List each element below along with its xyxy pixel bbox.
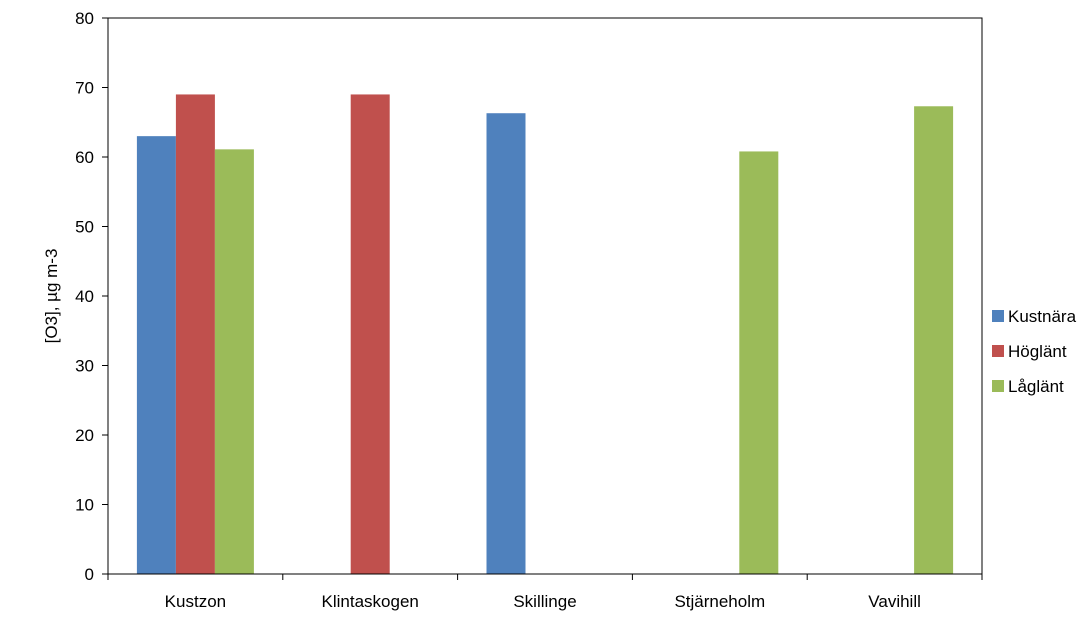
y-axis-title: [O3], µg m-3 (42, 249, 61, 344)
legend-swatch-låglänt (992, 380, 1004, 392)
y-tick-label: 30 (75, 357, 94, 376)
x-tick-label: Klintaskogen (322, 592, 419, 611)
bar-höglänt-kustzon (175, 94, 215, 574)
x-tick-label: Vavihill (868, 592, 921, 611)
legend: Kustnära Höglänt Låglänt (992, 307, 1077, 396)
bar-höglänt-klintaskogen (350, 94, 390, 574)
y-tick-label: 60 (75, 148, 94, 167)
y-tick-label: 40 (75, 287, 94, 306)
y-tick-label: 80 (75, 9, 94, 28)
y-tick-label: 0 (85, 565, 94, 584)
y-tick-label: 20 (75, 426, 94, 445)
legend-label-höglänt: Höglänt (1008, 342, 1067, 361)
x-tick-label: Skillinge (513, 592, 576, 611)
bar-låglänt-vavihill (914, 106, 954, 575)
y-tick-labels: 0 10 20 30 40 50 60 70 80 (75, 9, 94, 584)
bar-låglänt-kustzon (214, 149, 254, 574)
bar-kustnära-kustzon (136, 136, 176, 574)
y-tick-label: 50 (75, 218, 94, 237)
bars-group (136, 94, 954, 575)
x-tick-label: Stjärneholm (674, 592, 765, 611)
legend-label-låglänt: Låglänt (1008, 377, 1064, 396)
y-tick-label: 70 (75, 79, 94, 98)
legend-swatch-höglänt (992, 345, 1004, 357)
y-tick-label: 10 (75, 496, 94, 515)
bar-låglänt-stjärneholm (739, 151, 779, 574)
x-tick-labels: Kustzon Klintaskogen Skillinge Stjärneholm V… (165, 592, 921, 611)
axes-group (102, 17, 983, 580)
x-tick-label: Kustzon (165, 592, 226, 611)
bar-kustnära-skillinge (486, 113, 526, 574)
legend-label-kustnära: Kustnära (1008, 307, 1077, 326)
legend-swatch-kustnära (992, 310, 1004, 322)
